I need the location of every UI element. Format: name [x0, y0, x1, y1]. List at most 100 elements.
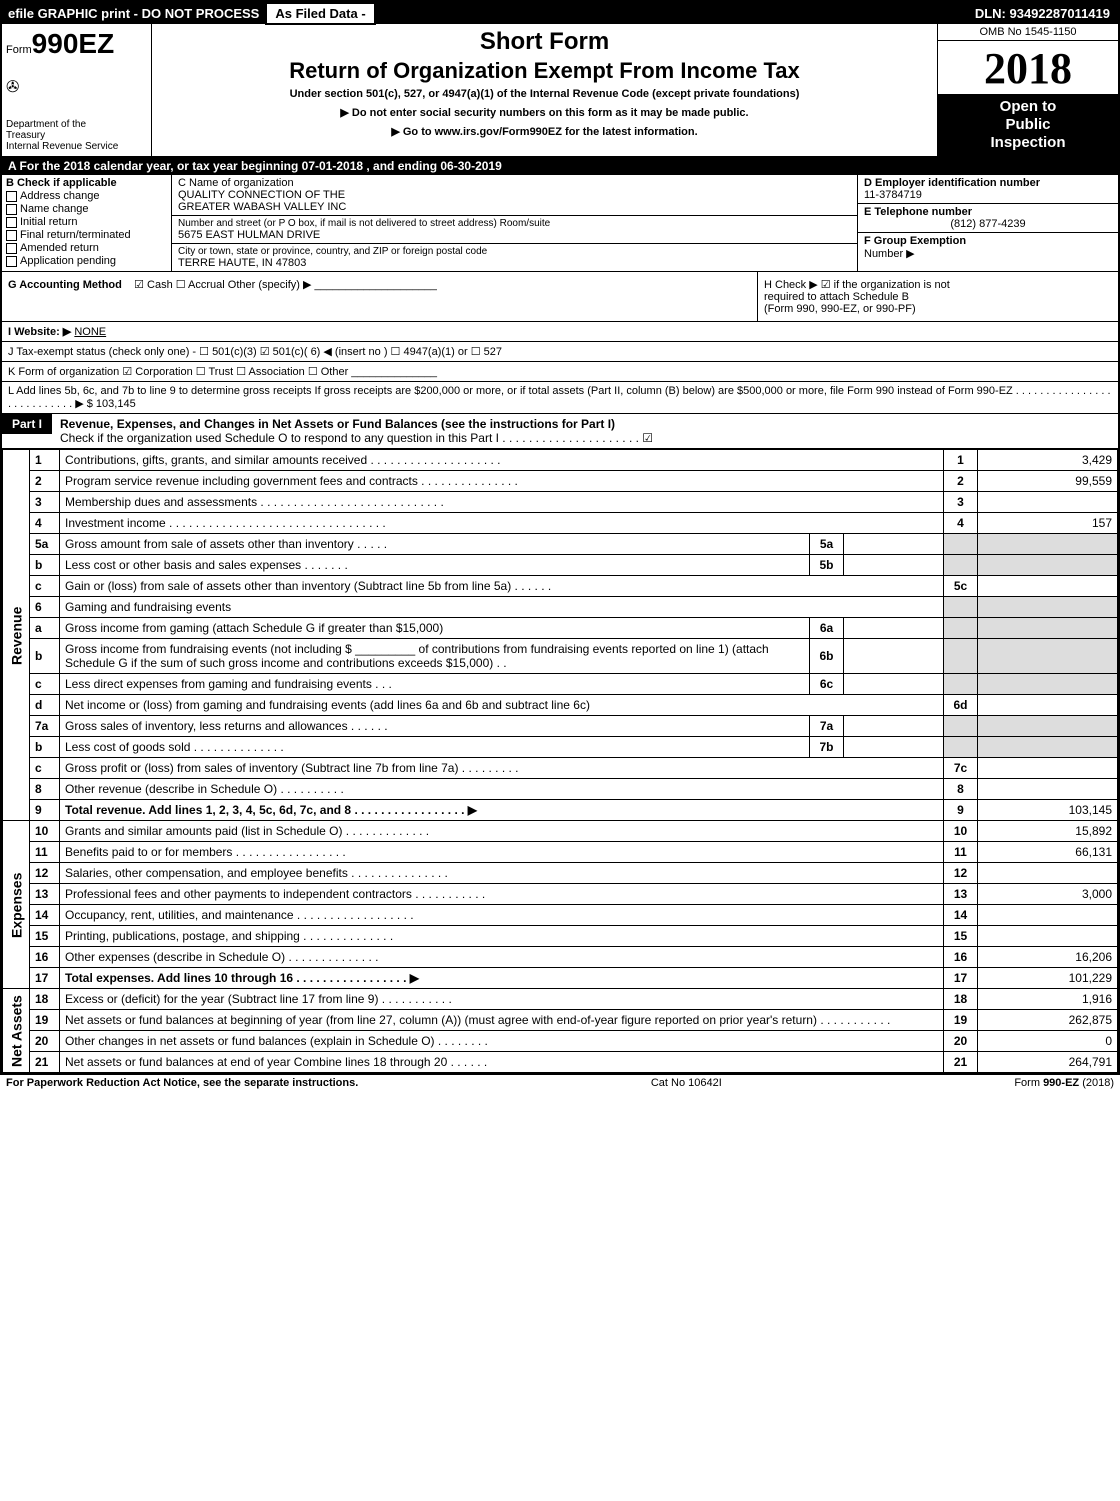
g-options: ☑ Cash ☐ Accrual Other (specify) ▶ _____…	[134, 279, 437, 291]
row-18: Net Assets 18 Excess or (deficit) for th…	[3, 989, 1118, 1010]
inner-box-lbl: 6b	[810, 639, 844, 674]
shade-cell	[978, 737, 1118, 758]
shade-cell	[944, 618, 978, 639]
e-phone: E Telephone number (812) 877-4239	[858, 204, 1118, 233]
shade-cell	[944, 716, 978, 737]
open-line-1: Open to	[940, 98, 1116, 116]
shade-cell	[978, 555, 1118, 576]
line-ref: 21	[944, 1052, 978, 1073]
line-ref: 20	[944, 1031, 978, 1052]
chk-address-change[interactable]: Address change	[6, 190, 167, 202]
line-ref: 16	[944, 947, 978, 968]
line-desc: Total revenue. Add lines 1, 2, 3, 4, 5c,…	[60, 800, 944, 821]
line-desc: Printing, publications, postage, and shi…	[60, 926, 944, 947]
c-label: C Name of organization	[178, 177, 851, 189]
inner-box-val	[844, 674, 944, 695]
line-ref: 6d	[944, 695, 978, 716]
row-6a: a Gross income from gaming (attach Sched…	[3, 618, 1118, 639]
line-desc: Other changes in net assets or fund bala…	[60, 1031, 944, 1052]
line-ref: 5c	[944, 576, 978, 597]
line-ref: 9	[944, 800, 978, 821]
line-desc: Contributions, gifts, grants, and simila…	[60, 450, 944, 471]
return-title: Return of Organization Exempt From Incom…	[160, 58, 929, 84]
line-num: 7a	[30, 716, 60, 737]
shade-cell	[944, 639, 978, 674]
b-item-5: Application pending	[20, 255, 116, 267]
row-21: 21 Net assets or fund balances at end of…	[3, 1052, 1118, 1073]
line-desc: Excess or (deficit) for the year (Subtra…	[60, 989, 944, 1010]
form-number-big: 990EZ	[32, 28, 115, 59]
b-item-2: Initial return	[20, 216, 77, 228]
line-desc: Gross amount from sale of assets other t…	[60, 534, 810, 555]
line-num: b	[30, 555, 60, 576]
line-val: 15,892	[978, 821, 1118, 842]
line-val: 66,131	[978, 842, 1118, 863]
line-desc: Program service revenue including govern…	[60, 471, 944, 492]
shade-cell	[944, 534, 978, 555]
h-schedule-b: H Check ▶ ☑ if the organization is not r…	[758, 272, 1118, 321]
line-num: c	[30, 576, 60, 597]
shade-cell	[978, 534, 1118, 555]
line-ref: 11	[944, 842, 978, 863]
row-14: 14 Occupancy, rent, utilities, and maint…	[3, 905, 1118, 926]
topbar-dln: DLN: 93492287011419	[967, 4, 1118, 23]
inner-box-lbl: 6c	[810, 674, 844, 695]
row-5b: b Less cost or other basis and sales exp…	[3, 555, 1118, 576]
instruction-1: ▶ Do not enter social security numbers o…	[160, 106, 929, 119]
row-8: 8 Other revenue (describe in Schedule O)…	[3, 779, 1118, 800]
line-val: 262,875	[978, 1010, 1118, 1031]
line-num: 1	[30, 450, 60, 471]
line-num: b	[30, 737, 60, 758]
inner-box-val	[844, 534, 944, 555]
line-num: b	[30, 639, 60, 674]
form-number: Form990EZ	[6, 28, 147, 60]
line-val: 3,000	[978, 884, 1118, 905]
row-10: Expenses 10 Grants and similar amounts p…	[3, 821, 1118, 842]
line-val	[978, 492, 1118, 513]
line-num: 11	[30, 842, 60, 863]
line-desc: Net assets or fund balances at end of ye…	[60, 1052, 944, 1073]
section-subtitle: Under section 501(c), 527, or 4947(a)(1)…	[160, 88, 929, 100]
chk-name-change[interactable]: Name change	[6, 203, 167, 215]
d-label: D Employer identification number	[864, 177, 1112, 189]
row-9: 9 Total revenue. Add lines 1, 2, 3, 4, 5…	[3, 800, 1118, 821]
line-num: 17	[30, 968, 60, 989]
chk-amended-return[interactable]: Amended return	[6, 242, 167, 254]
shade-cell	[944, 597, 978, 618]
inner-box-lbl: 6a	[810, 618, 844, 639]
line-num: 18	[30, 989, 60, 1010]
net-assets-label: Net Assets	[3, 989, 30, 1073]
org-name-1: QUALITY CONNECTION OF THE	[178, 189, 851, 201]
line-num: 16	[30, 947, 60, 968]
footer-left: For Paperwork Reduction Act Notice, see …	[6, 1077, 358, 1089]
chk-final-return[interactable]: Final return/terminated	[6, 229, 167, 241]
line-desc: Other revenue (describe in Schedule O) .…	[60, 779, 944, 800]
line-num: 8	[30, 779, 60, 800]
line-ref: 13	[944, 884, 978, 905]
shade-cell	[944, 674, 978, 695]
row-1: Revenue 1 Contributions, gifts, grants, …	[3, 450, 1118, 471]
line-ref: 8	[944, 779, 978, 800]
shade-cell	[978, 674, 1118, 695]
treasury-seal-icon: ✇	[6, 77, 147, 97]
line-desc: Total expenses. Add lines 10 through 16 …	[60, 968, 944, 989]
street-address: 5675 EAST HULMAN DRIVE	[178, 229, 851, 241]
line-val: 99,559	[978, 471, 1118, 492]
instruction-2: ▶ Go to www.irs.gov/Form990EZ for the la…	[160, 125, 929, 138]
chk-application-pending[interactable]: Application pending	[6, 255, 167, 267]
line-desc: Gain or (loss) from sale of assets other…	[60, 576, 944, 597]
part-i-title-block: Revenue, Expenses, and Changes in Net As…	[60, 414, 1118, 448]
part-i-subtitle: Check if the organization used Schedule …	[60, 431, 653, 445]
line-num: 19	[30, 1010, 60, 1031]
row-7b: b Less cost of goods sold . . . . . . . …	[3, 737, 1118, 758]
omb-number: OMB No 1545-1150	[938, 24, 1118, 41]
l-gross-receipts: L Add lines 5b, 6c, and 7b to line 9 to …	[2, 382, 1118, 414]
line-num: 5a	[30, 534, 60, 555]
inner-box-lbl: 5a	[810, 534, 844, 555]
row-17: 17 Total expenses. Add lines 10 through …	[3, 968, 1118, 989]
chk-initial-return[interactable]: Initial return	[6, 216, 167, 228]
shade-cell	[978, 597, 1118, 618]
short-form-title: Short Form	[160, 28, 929, 56]
line-ref: 18	[944, 989, 978, 1010]
inner-box-val	[844, 737, 944, 758]
